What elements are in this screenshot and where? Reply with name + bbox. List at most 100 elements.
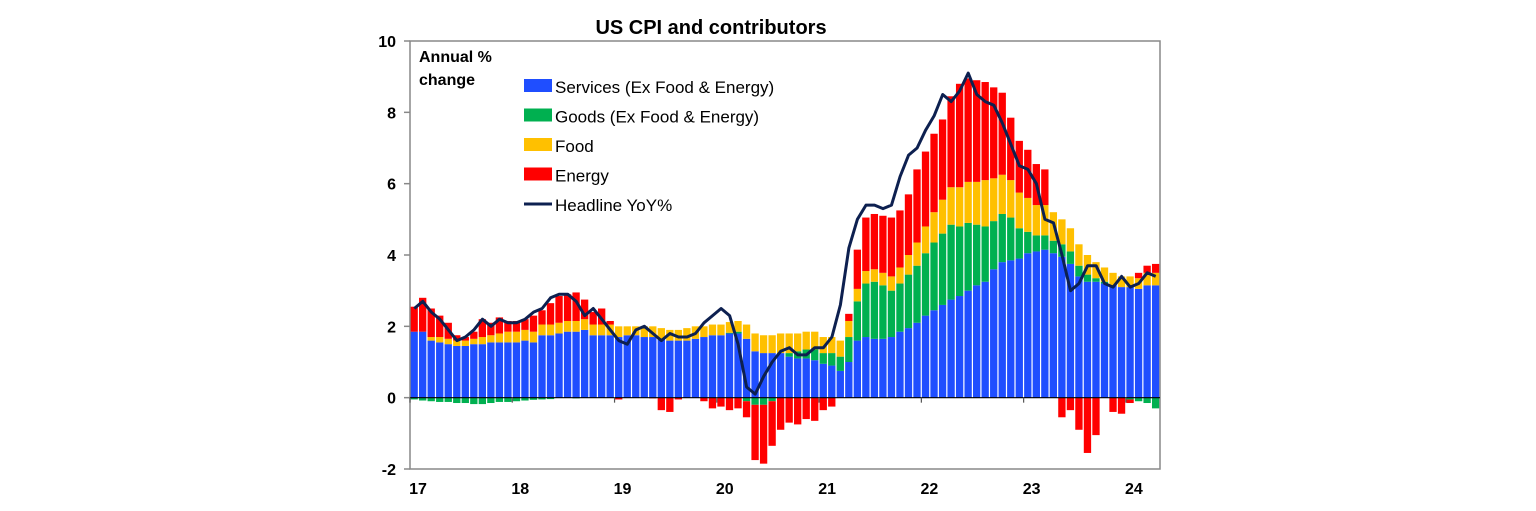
bar-goods <box>938 233 947 305</box>
bar-energy <box>785 397 793 423</box>
bar-services <box>504 342 512 398</box>
bar-food <box>955 187 964 227</box>
bar-food <box>598 324 606 336</box>
bar-goods <box>453 397 461 404</box>
bar-services <box>1134 288 1143 398</box>
bar-energy <box>879 215 887 273</box>
bar-food <box>470 338 478 345</box>
bar-energy <box>453 335 461 341</box>
bar-energy <box>1134 272 1143 279</box>
bar-food <box>674 329 683 341</box>
bar-services <box>666 340 674 398</box>
bar-food <box>862 271 870 284</box>
bar-energy <box>1126 399 1134 404</box>
bar-food <box>512 331 521 343</box>
x-tick-label: 24 <box>1125 481 1143 498</box>
y-tick-label: 6 <box>387 177 396 194</box>
bar-food <box>623 326 631 336</box>
legend-swatch <box>524 138 552 151</box>
bar-services <box>623 335 631 398</box>
bar-services <box>776 353 785 398</box>
bar-food <box>708 324 717 336</box>
bar-food <box>572 320 580 332</box>
y-tick-label: 8 <box>387 105 396 122</box>
bar-services <box>913 322 921 398</box>
bar-energy <box>759 404 768 464</box>
bar-goods <box>964 222 972 291</box>
bar-food <box>453 340 461 346</box>
x-tick-label: 19 <box>614 481 632 498</box>
bar-energy <box>538 310 546 325</box>
bar-services <box>700 337 708 398</box>
bar-goods <box>512 397 521 402</box>
bar-food <box>759 335 768 354</box>
bar-energy <box>521 319 529 330</box>
bar-services <box>794 358 802 398</box>
bar-food <box>504 331 512 343</box>
bar-energy <box>410 306 418 332</box>
bar-food <box>563 320 572 332</box>
bar-goods <box>419 397 427 401</box>
bar-services <box>461 345 469 398</box>
bar-energy <box>845 313 853 321</box>
bar-goods <box>904 274 913 329</box>
bar-services <box>708 335 717 398</box>
bar-food <box>734 320 742 332</box>
bar-services <box>811 360 819 398</box>
bar-energy <box>436 315 444 338</box>
bar-services <box>1007 260 1015 398</box>
bar-services <box>828 365 836 398</box>
bar-food <box>828 337 836 354</box>
bar-goods <box>470 397 478 405</box>
bar-services <box>1024 253 1032 398</box>
bar-energy <box>478 319 487 338</box>
legend: Services (Ex Food & Energy) Goods (Ex Foo… <box>524 78 774 215</box>
bar-food <box>896 267 904 284</box>
x-tick-label: 20 <box>716 481 734 498</box>
bar-food <box>1032 205 1040 236</box>
bar-food <box>538 324 546 336</box>
bar-services <box>555 333 563 398</box>
bar-services <box>836 370 844 398</box>
bar-goods <box>853 301 862 341</box>
bar-food <box>487 335 495 343</box>
bar-services <box>512 342 521 398</box>
bar-food <box>870 269 879 282</box>
bar-energy <box>546 303 555 325</box>
bar-food <box>990 178 998 222</box>
bar-goods <box>461 397 469 404</box>
bar-food <box>1109 272 1117 286</box>
chart-title: US CPI and contributors <box>595 17 826 39</box>
bar-goods <box>1092 278 1100 282</box>
bar-goods <box>1032 235 1040 252</box>
bar-services <box>1058 256 1066 398</box>
bar-energy <box>470 331 478 339</box>
bar-services <box>674 340 683 398</box>
bar-food <box>913 242 921 266</box>
bar-energy <box>708 397 717 409</box>
bar-goods <box>981 226 989 282</box>
bar-food <box>776 333 785 354</box>
bar-energy <box>512 320 521 332</box>
bar-energy <box>615 397 623 400</box>
bar-services <box>427 340 435 398</box>
bar-energy <box>896 210 904 268</box>
bar-energy <box>666 397 674 412</box>
bar-services <box>845 362 853 398</box>
bar-services <box>691 338 700 398</box>
bar-goods <box>921 253 930 316</box>
bar-services <box>683 340 691 398</box>
legend-label: Food <box>555 137 594 156</box>
bar-energy <box>742 401 751 418</box>
bar-services <box>580 329 589 398</box>
bar-food <box>1151 272 1160 286</box>
bar-food <box>1117 276 1126 288</box>
bar-energy <box>1092 397 1100 436</box>
bar-energy <box>981 82 989 181</box>
bar-food <box>751 333 759 352</box>
bar-goods <box>990 221 998 270</box>
bar-energy <box>776 397 785 430</box>
bar-services <box>751 351 759 398</box>
bar-food <box>1007 180 1015 218</box>
